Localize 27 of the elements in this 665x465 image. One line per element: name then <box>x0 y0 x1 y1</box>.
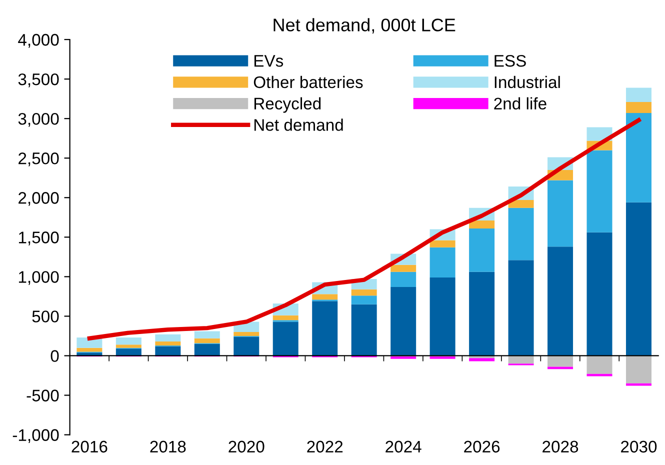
legend-label: ESS <box>494 54 526 67</box>
x-tick-label: 2020 <box>228 440 264 453</box>
chart-title: Net demand, 000t LCE <box>274 18 456 34</box>
legend-label: Recycled <box>254 97 321 113</box>
legend-label: EVs <box>254 55 284 67</box>
x-tick-label: 2024 <box>386 440 422 453</box>
y-tick-label: 3,000 <box>18 112 59 127</box>
legend-label: Industrial <box>494 76 560 88</box>
legend-label: Net demand <box>254 118 343 131</box>
y-tick-label: 0 <box>50 350 59 362</box>
y-tick-label: -500 <box>26 390 59 402</box>
x-tick-label: 2016 <box>72 440 108 453</box>
y-tick-label: 1,000 <box>18 271 59 285</box>
x-tick-label: 2030 <box>621 440 657 453</box>
y-tick-label: 500 <box>32 310 59 322</box>
y-tick-label: -1,000 <box>12 429 59 443</box>
y-tick-label: 3,500 <box>18 73 59 88</box>
y-tick-label: 1,500 <box>18 232 59 246</box>
legend-label: 2nd life <box>494 97 546 110</box>
legend-label: Other batteries <box>254 76 363 88</box>
x-tick-label: 2022 <box>307 440 343 453</box>
y-tick-label: 2,000 <box>18 192 59 206</box>
y-tick-label: 4,000 <box>18 34 59 48</box>
x-tick-label: 2018 <box>150 440 186 453</box>
y-tick-label: 2,500 <box>18 152 59 166</box>
x-tick-label: 2026 <box>464 440 500 453</box>
x-tick-label: 2028 <box>542 440 578 453</box>
